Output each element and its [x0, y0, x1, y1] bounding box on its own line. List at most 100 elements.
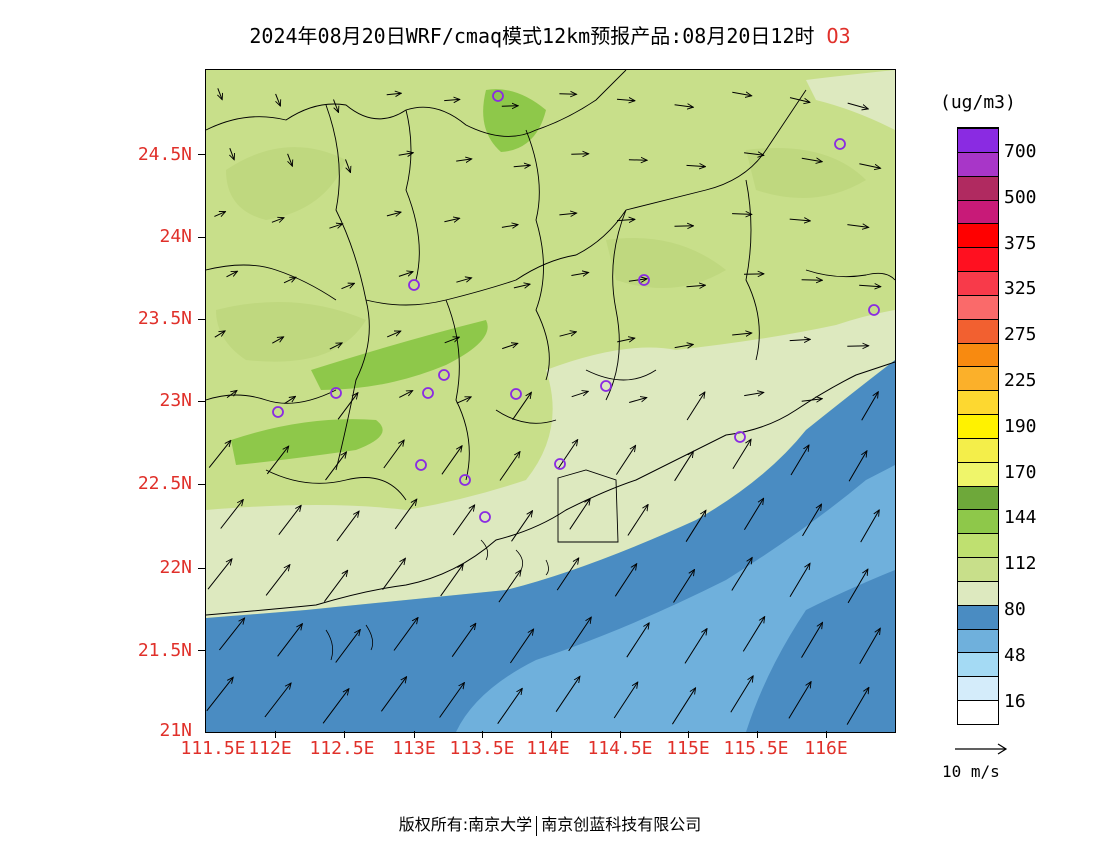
- wind-arrow: [386, 212, 401, 216]
- wind-arrow: [847, 225, 868, 228]
- colorbar-segment: [958, 604, 998, 629]
- wind-arrow: [329, 224, 342, 228]
- wind-arrow: [848, 451, 867, 482]
- y-label-24n: 24N: [159, 226, 192, 247]
- wind-arrow: [341, 283, 355, 290]
- wind-arrow: [671, 688, 695, 725]
- station-marker: [330, 387, 342, 399]
- wind-arrow: [498, 570, 521, 603]
- wind-arrow: [512, 392, 532, 420]
- wind-arrow: [789, 339, 811, 340]
- colorbar-segment: [958, 175, 998, 200]
- title-main: 2024年08月20日WRF/cmaq模式12km预报产品:08月20日12时: [249, 24, 815, 48]
- copyright-separator: [536, 815, 538, 836]
- wind-arrow: [628, 279, 647, 281]
- colorbar-segment: [958, 509, 998, 534]
- wind-arrow: [627, 505, 648, 536]
- x-label-114e: 114E: [526, 738, 570, 759]
- wind-arrow: [329, 343, 342, 350]
- colorbar: [957, 127, 999, 725]
- wind-arrow: [271, 218, 284, 223]
- wind-arrow: [859, 285, 881, 286]
- wind-arrow: [387, 331, 401, 338]
- colorbar-segment: [958, 533, 998, 558]
- wind-arrow: [731, 558, 752, 591]
- wind-arrow: [617, 338, 635, 342]
- wind-arrow: [846, 687, 869, 725]
- wind-reference-label: 10 m/s: [942, 762, 1000, 781]
- station-marker: [600, 380, 612, 392]
- olive-patch: [606, 238, 726, 288]
- sea-light-band: [456, 465, 895, 732]
- wind-arrow: [264, 683, 291, 718]
- high-o3-patch: [231, 419, 383, 465]
- wind-arrow: [556, 558, 579, 591]
- y-tick: [198, 568, 205, 569]
- station-marker: [415, 459, 427, 471]
- wind-arrow: [732, 439, 751, 470]
- map-canvas: [206, 70, 895, 732]
- wind-arrow: [218, 88, 222, 99]
- x-tick: [757, 731, 758, 738]
- wind-arrow: [325, 452, 347, 481]
- wind-arrow: [441, 446, 462, 475]
- wind-arrow: [456, 159, 472, 161]
- colorbar-label: 170: [1004, 461, 1037, 483]
- wind-arrow: [208, 440, 231, 468]
- station-marker: [408, 279, 420, 291]
- low-o3-band: [806, 70, 895, 130]
- colorbar-label: 80: [1004, 599, 1026, 620]
- x-label-113e: 113E: [392, 738, 436, 759]
- coastline: [206, 361, 895, 616]
- wind-arrow: [444, 337, 460, 344]
- y-tick: [198, 484, 205, 485]
- colorbar-segment: [958, 437, 998, 462]
- wind-arrow: [345, 159, 351, 172]
- wind-reference-arrow: [955, 743, 1008, 755]
- wind-arrow: [230, 148, 234, 160]
- colorbar-label: 48: [1004, 644, 1026, 666]
- x-label-113-5e: 113.5E: [449, 738, 515, 759]
- wind-arrow: [444, 99, 460, 100]
- wind-arrow: [673, 570, 695, 603]
- y-label-24-5n: 24.5N: [137, 144, 192, 165]
- wind-arrow: [847, 569, 868, 604]
- wind-arrow: [788, 682, 811, 719]
- wind-arrow: [283, 277, 296, 284]
- wind-vectors: [206, 88, 881, 725]
- wind-arrow: [847, 102, 869, 109]
- wind-arrow: [380, 677, 406, 712]
- colorbar-segment: [958, 628, 998, 653]
- wind-arrow: [451, 623, 476, 657]
- station-marker: [554, 458, 566, 470]
- colorbar-segment: [958, 414, 998, 438]
- wind-arrow: [789, 97, 810, 103]
- high-o3-patch: [483, 89, 546, 152]
- wind-arrow: [685, 510, 706, 542]
- wind-arrow: [323, 570, 347, 602]
- wind-arrow: [386, 93, 402, 95]
- wind-arrow: [744, 153, 764, 156]
- x-tick: [275, 731, 276, 738]
- x-tick: [344, 731, 345, 738]
- low-o3-band: [206, 310, 895, 618]
- wind-arrow: [790, 445, 809, 476]
- wind-arrow: [559, 94, 576, 95]
- wind-arrow: [555, 676, 580, 712]
- colorbar-segment: [958, 580, 998, 605]
- wind-arrow: [686, 165, 706, 166]
- wind-arrow: [394, 499, 417, 530]
- wind-arrow: [219, 618, 244, 651]
- wind-arrow: [614, 564, 636, 597]
- wind-arrow: [568, 617, 592, 652]
- y-tick: [198, 154, 205, 155]
- colorbar-label: 16: [1004, 690, 1026, 712]
- y-label-21-5n: 21.5N: [137, 640, 192, 661]
- wind-arrow: [499, 452, 520, 481]
- colorbar-segment: [958, 461, 998, 486]
- colorbar-segment: [958, 485, 998, 510]
- x-tick: [688, 731, 689, 738]
- wind-arrow: [452, 505, 474, 536]
- colorbar-segment: [958, 199, 998, 224]
- colorbar-segment: [958, 223, 998, 248]
